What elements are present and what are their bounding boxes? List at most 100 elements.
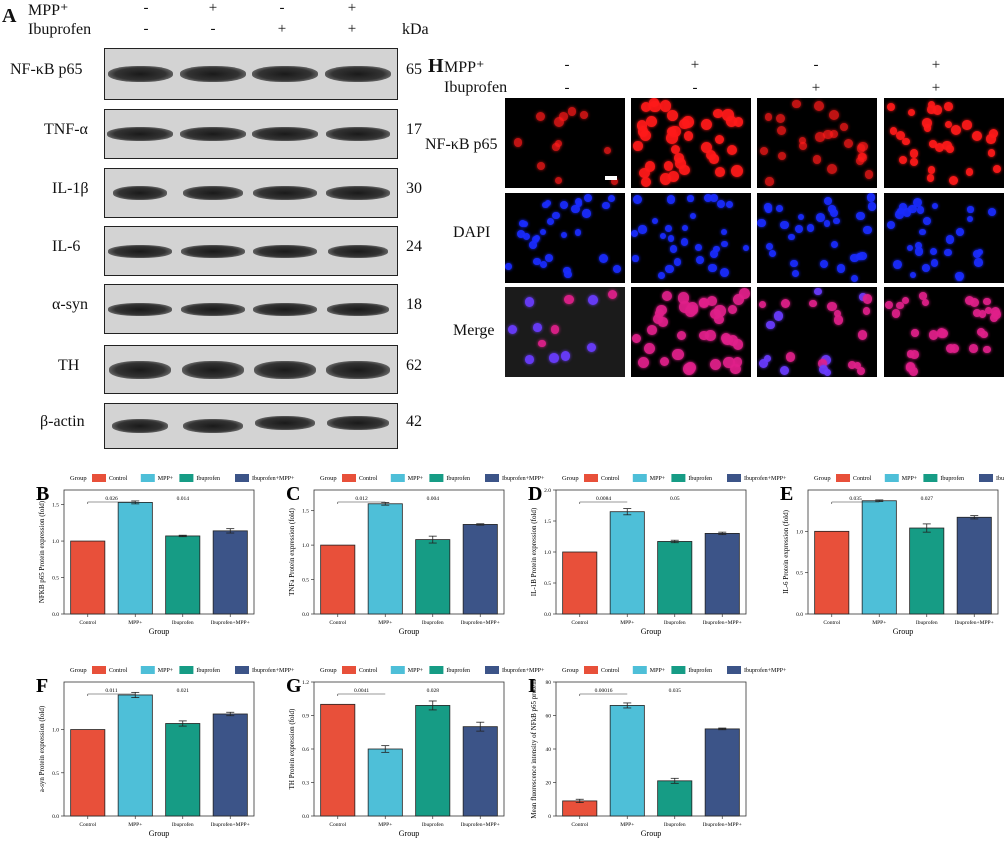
legend-label: Ibuprofen (688, 475, 712, 482)
cell-nucleus (709, 359, 721, 371)
cell-nucleus (640, 101, 652, 113)
h-row-label-dapi: DAPI (453, 224, 491, 241)
cell-nucleus (988, 128, 999, 139)
p-value-label: 0.011 (105, 688, 117, 694)
y-axis-label: IL-6 Protein expression (fold) (782, 509, 790, 593)
cell-nucleus (983, 297, 991, 305)
blot-band (107, 66, 173, 82)
cell-nucleus (612, 264, 621, 273)
legend-label: Ibuprofen (446, 475, 470, 482)
x-tick-label: MPP+ (378, 620, 392, 626)
if-tile-merge (505, 287, 625, 377)
legend-label: Ibuprofen (940, 475, 964, 482)
cell-nucleus (967, 206, 974, 213)
legend: Group Control MPP+ Ibuprofen Ibuprofen+MPP+ (320, 666, 545, 674)
legend-swatch (390, 474, 405, 482)
x-tick-label: Ibuprofen+MPP+ (211, 619, 250, 626)
panel-h-letter: H (428, 55, 444, 77)
cell-nucleus (856, 144, 866, 153)
x-tick-label: Control (823, 620, 840, 626)
x-tick-label: Ibuprofen+MPP+ (703, 619, 742, 626)
cell-nucleus (649, 98, 659, 108)
y-axis-label: Mean fluorescence intensity of NFkB p65 … (530, 679, 538, 819)
bar (704, 728, 740, 817)
cell-nucleus (799, 142, 808, 151)
panel-letter: G (286, 675, 302, 697)
cell-nucleus (550, 325, 560, 334)
h-treatment-label-ibuprofen: Ibuprofen (444, 79, 508, 96)
a-ibu-sign-3: + (277, 21, 287, 37)
cell-nucleus (580, 111, 589, 119)
cell-nucleus (714, 315, 724, 325)
cell-nucleus (633, 141, 643, 151)
legend-label: Ibuprofen (688, 667, 712, 674)
cell-nucleus (843, 138, 853, 148)
a-ibu-sign-1: - (143, 21, 149, 37)
chart-svg: B Group Control MPP+ Ibuprofen Ibuprofen+MPP+… (36, 474, 295, 636)
p-value-label: 0.027 (921, 496, 934, 502)
cell-nucleus (765, 177, 774, 186)
blot-band (181, 302, 245, 316)
blot-kda: 65 (406, 61, 422, 78)
cell-nucleus (915, 247, 924, 256)
cell-nucleus (709, 194, 718, 203)
x-tick-label: MPP+ (620, 822, 634, 828)
y-tick-label: 0.5 (544, 581, 551, 587)
legend-label: Control (601, 668, 620, 674)
legend-swatch (632, 666, 647, 674)
blot-band (107, 127, 173, 141)
cell-nucleus (725, 116, 737, 128)
cell-nucleus (827, 302, 837, 312)
h-row-label-nfkb: NF-κB p65 (425, 136, 498, 153)
blot-band (180, 127, 246, 141)
cell-nucleus (764, 203, 772, 211)
chart-svg: D Group Control MPP+ Ibuprofen Ibuprofen+MPP+… (528, 474, 787, 636)
a-mpp-sign-1: - (143, 0, 149, 16)
cell-nucleus (690, 212, 697, 220)
a-ibu-sign-2: - (210, 21, 216, 37)
cell-nucleus (563, 266, 571, 274)
blot-kda: 62 (406, 356, 422, 374)
x-tick-label: MPP+ (128, 620, 142, 626)
cell-nucleus (699, 330, 710, 341)
blot-band (108, 302, 172, 316)
legend: Group Control MPP+ Ibuprofen Ibuprofen+MPP+ (562, 474, 787, 482)
cell-nucleus (829, 129, 839, 139)
legend-swatch (140, 666, 155, 674)
cell-nucleus (757, 218, 767, 228)
cell-nucleus (855, 253, 863, 261)
panel-letter: D (528, 483, 542, 505)
cell-nucleus (661, 290, 673, 302)
legend: Group Control MPP+ Ibuprofen Ibuprofen+MPP+ (320, 474, 545, 482)
cell-nucleus (816, 213, 825, 222)
y-tick-label: 40 (546, 747, 552, 753)
cell-nucleus (730, 363, 741, 375)
legend-label: Ibuprofen+MPP+ (744, 667, 787, 674)
x-axis-label: Group (399, 829, 419, 838)
cell-nucleus (916, 205, 925, 214)
legend-label: MPP+ (650, 476, 666, 482)
cell-nucleus (895, 130, 906, 141)
cell-nucleus (707, 263, 717, 273)
blot-band (108, 244, 172, 258)
cell-nucleus (833, 309, 841, 317)
cell-nucleus (993, 164, 1002, 173)
cell-nucleus (760, 147, 769, 156)
cell-nucleus (862, 294, 873, 305)
y-tick-label: 0 (548, 814, 551, 820)
cell-nucleus (709, 154, 719, 164)
cell-nucleus (886, 221, 895, 230)
bar (165, 535, 201, 615)
legend-swatch (235, 474, 249, 482)
cell-nucleus (727, 305, 738, 315)
cell-nucleus (926, 105, 936, 114)
x-tick-label: Control (571, 620, 588, 626)
cell-nucleus (908, 366, 918, 376)
blot-band (252, 127, 318, 141)
cell-nucleus (534, 234, 541, 241)
cell-nucleus (669, 244, 678, 253)
cell-nucleus (687, 195, 694, 202)
x-tick-label: Ibuprofen+MPP+ (955, 619, 994, 626)
cell-nucleus (574, 228, 582, 236)
chart-svg: G Group Control MPP+ Ibuprofen Ibuprofen+MPP+… (286, 666, 545, 838)
